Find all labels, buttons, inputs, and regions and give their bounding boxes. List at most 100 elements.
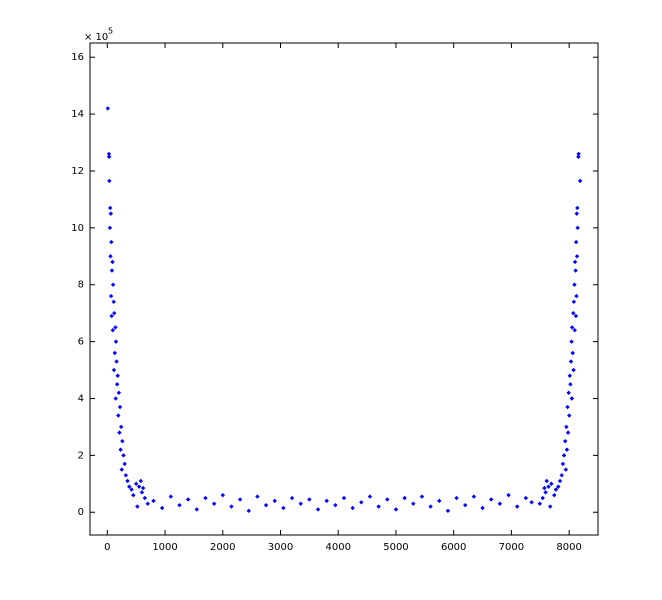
point xyxy=(114,359,119,364)
point xyxy=(563,438,568,444)
point xyxy=(194,507,199,512)
point xyxy=(367,494,373,499)
point xyxy=(113,325,118,330)
point xyxy=(333,502,338,508)
point xyxy=(576,154,581,159)
point xyxy=(566,390,571,396)
point xyxy=(542,485,547,491)
y-tick-label: 0 xyxy=(78,507,84,518)
point xyxy=(393,507,399,512)
point xyxy=(246,508,251,514)
y-tick-label: 10 xyxy=(71,223,84,234)
x-tick-label: 8000 xyxy=(556,542,581,553)
point xyxy=(133,481,139,487)
point xyxy=(109,313,114,319)
point xyxy=(552,492,557,498)
point xyxy=(185,497,191,502)
point xyxy=(556,484,561,489)
x-tick-label: 1000 xyxy=(152,542,177,553)
point xyxy=(112,350,118,356)
point xyxy=(106,154,112,159)
point xyxy=(125,478,130,484)
point xyxy=(543,490,548,495)
point xyxy=(572,282,577,287)
point xyxy=(571,367,576,373)
point xyxy=(402,495,407,501)
x-tick-label: 0 xyxy=(104,542,110,553)
point xyxy=(574,211,579,216)
point xyxy=(138,478,143,484)
x-tick-label: 7000 xyxy=(499,542,524,553)
point xyxy=(569,339,574,344)
point xyxy=(131,492,136,498)
point xyxy=(142,495,148,501)
point xyxy=(565,404,570,410)
point xyxy=(116,413,121,418)
point xyxy=(560,461,566,467)
point xyxy=(108,254,113,259)
point xyxy=(114,382,120,387)
point xyxy=(471,494,477,499)
point xyxy=(211,501,217,506)
point xyxy=(544,478,549,484)
point xyxy=(571,310,576,316)
point xyxy=(548,504,553,509)
point xyxy=(570,350,575,356)
point xyxy=(289,495,295,501)
point xyxy=(564,424,569,430)
point xyxy=(445,508,451,514)
point xyxy=(315,507,321,512)
point xyxy=(571,299,577,304)
x-tick-label: 5000 xyxy=(383,542,408,553)
point xyxy=(341,495,347,501)
point xyxy=(105,106,110,111)
point xyxy=(577,178,583,184)
point xyxy=(523,495,529,501)
point xyxy=(281,505,286,511)
point xyxy=(573,268,578,273)
point xyxy=(117,404,123,410)
point xyxy=(127,484,132,489)
point xyxy=(110,328,116,333)
point xyxy=(419,494,425,499)
point xyxy=(117,430,122,435)
point xyxy=(113,339,119,344)
point xyxy=(307,497,312,502)
point xyxy=(298,501,303,506)
point xyxy=(564,447,570,452)
point xyxy=(168,494,174,499)
point xyxy=(111,299,116,304)
x-tick-label: 3000 xyxy=(268,542,293,553)
y-tick-label: 6 xyxy=(78,337,84,348)
point xyxy=(129,487,134,492)
point xyxy=(119,467,124,472)
point xyxy=(139,490,145,495)
point xyxy=(108,211,113,216)
point xyxy=(567,373,573,378)
point xyxy=(567,413,572,418)
point xyxy=(540,495,545,501)
point xyxy=(575,205,580,211)
point xyxy=(489,497,494,502)
point xyxy=(136,484,142,489)
point xyxy=(272,498,277,504)
point xyxy=(110,259,115,265)
point xyxy=(557,478,563,484)
y-multiplier: × 10 xyxy=(84,32,108,43)
point xyxy=(574,293,579,299)
point xyxy=(572,328,577,333)
point xyxy=(428,504,433,509)
point xyxy=(151,498,156,504)
point xyxy=(546,484,551,489)
x-tick-label: 6000 xyxy=(441,542,466,553)
point xyxy=(108,205,113,211)
point xyxy=(454,495,459,501)
point xyxy=(111,367,117,373)
point xyxy=(561,453,567,458)
point xyxy=(145,501,150,506)
point xyxy=(263,502,269,508)
y-tick-label: 8 xyxy=(78,280,84,291)
point xyxy=(120,438,125,444)
point xyxy=(112,310,117,316)
point xyxy=(113,396,118,401)
